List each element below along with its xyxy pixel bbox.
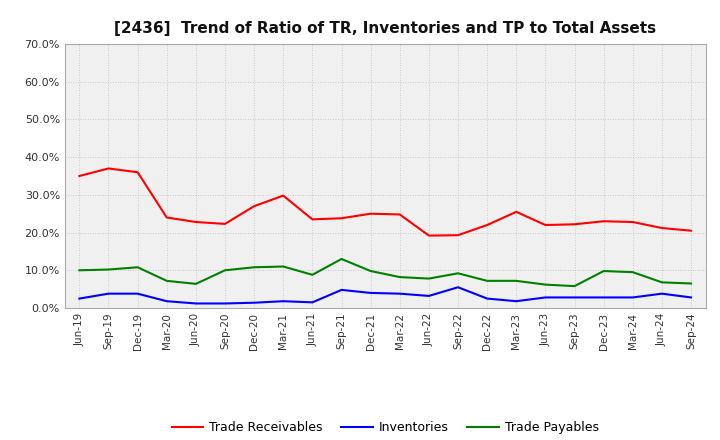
Inventories: [133, 291, 142, 296]
Trade Receivables: [541, 222, 550, 227]
Trade Payables: [133, 264, 142, 270]
Trade Receivables: [163, 215, 171, 220]
Trade Receivables: [220, 221, 229, 227]
Inventories: [192, 301, 200, 306]
Trade Receivables: [308, 217, 317, 222]
Inventories: [512, 299, 521, 304]
Trade Receivables: [687, 228, 696, 233]
Trade Payables: [104, 267, 113, 272]
Line: Trade Payables: Trade Payables: [79, 259, 691, 286]
Inventories: [279, 299, 287, 304]
Trade Payables: [599, 268, 608, 274]
Trade Payables: [163, 278, 171, 283]
Inventories: [657, 291, 666, 296]
Inventories: [220, 301, 229, 306]
Trade Payables: [337, 257, 346, 262]
Trade Receivables: [629, 220, 637, 225]
Trade Receivables: [395, 212, 404, 217]
Trade Payables: [250, 264, 258, 270]
Trade Receivables: [483, 222, 492, 227]
Trade Payables: [366, 268, 375, 274]
Inventories: [337, 287, 346, 293]
Trade Receivables: [570, 222, 579, 227]
Trade Receivables: [366, 211, 375, 216]
Trade Receivables: [133, 169, 142, 175]
Inventories: [250, 300, 258, 305]
Inventories: [308, 300, 317, 305]
Inventories: [541, 295, 550, 300]
Trade Payables: [279, 264, 287, 269]
Trade Receivables: [599, 219, 608, 224]
Trade Payables: [570, 283, 579, 289]
Inventories: [395, 291, 404, 296]
Inventories: [163, 299, 171, 304]
Trade Receivables: [104, 166, 113, 171]
Inventories: [104, 291, 113, 296]
Inventories: [425, 293, 433, 299]
Inventories: [454, 285, 462, 290]
Trade Payables: [657, 280, 666, 285]
Trade Receivables: [512, 209, 521, 214]
Trade Payables: [541, 282, 550, 287]
Inventories: [629, 295, 637, 300]
Inventories: [599, 295, 608, 300]
Trade Receivables: [337, 216, 346, 221]
Trade Payables: [454, 271, 462, 276]
Trade Payables: [395, 275, 404, 280]
Trade Payables: [512, 278, 521, 283]
Legend: Trade Receivables, Inventories, Trade Payables: Trade Receivables, Inventories, Trade Pa…: [166, 416, 604, 439]
Title: [2436]  Trend of Ratio of TR, Inventories and TP to Total Assets: [2436] Trend of Ratio of TR, Inventories…: [114, 21, 656, 36]
Line: Inventories: Inventories: [79, 287, 691, 304]
Trade Receivables: [454, 233, 462, 238]
Trade Payables: [425, 276, 433, 281]
Trade Receivables: [250, 204, 258, 209]
Inventories: [366, 290, 375, 296]
Inventories: [483, 296, 492, 301]
Inventories: [687, 295, 696, 300]
Trade Receivables: [192, 220, 200, 225]
Trade Payables: [220, 268, 229, 273]
Inventories: [570, 295, 579, 300]
Trade Payables: [687, 281, 696, 286]
Inventories: [75, 296, 84, 301]
Trade Payables: [629, 270, 637, 275]
Trade Payables: [308, 272, 317, 278]
Trade Payables: [75, 268, 84, 273]
Trade Receivables: [75, 173, 84, 179]
Trade Receivables: [425, 233, 433, 238]
Line: Trade Receivables: Trade Receivables: [79, 169, 691, 235]
Trade Receivables: [279, 193, 287, 198]
Trade Payables: [192, 281, 200, 286]
Trade Payables: [483, 278, 492, 283]
Trade Receivables: [657, 225, 666, 231]
